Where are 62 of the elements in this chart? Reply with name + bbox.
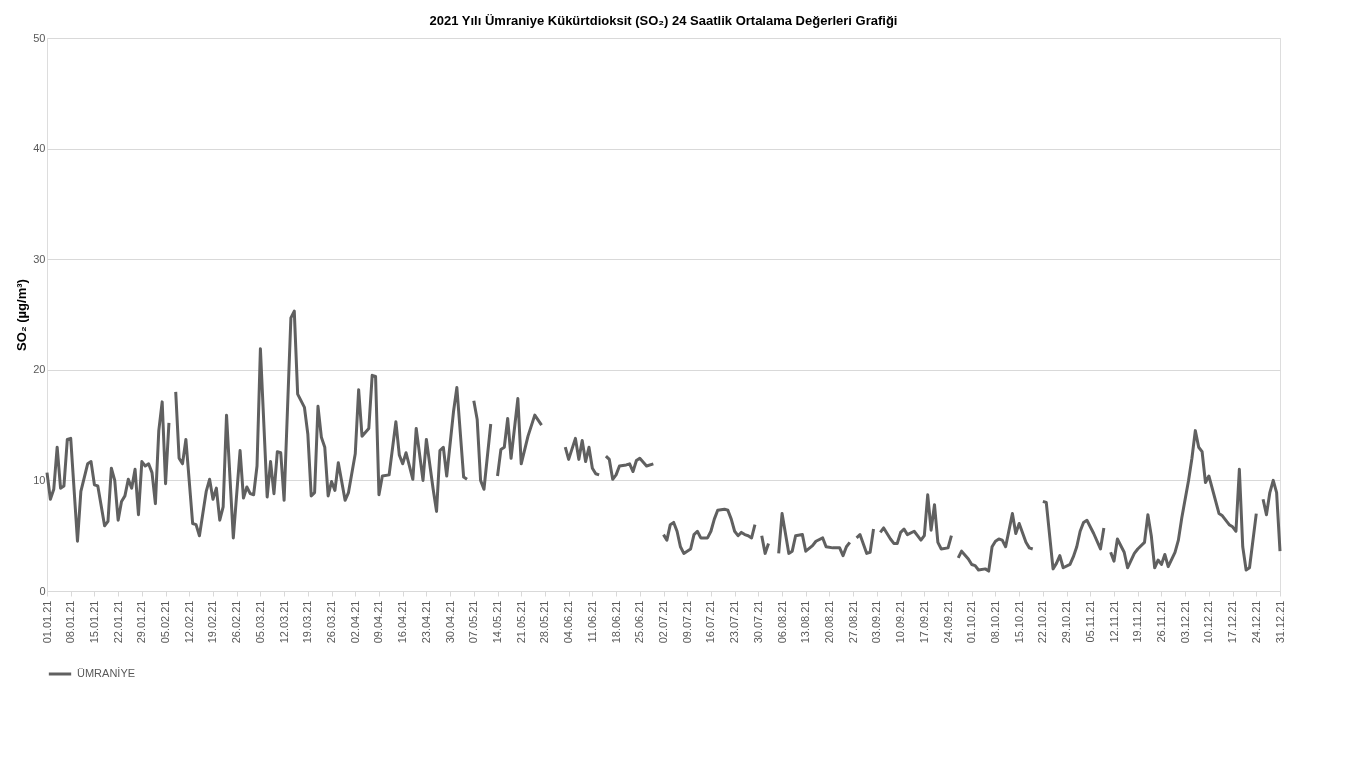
y-tick-label: 10 (33, 473, 46, 486)
x-tick-label: 12.03.21 (277, 600, 290, 644)
x-tick-label: 15.10.21 (1012, 600, 1025, 644)
x-tick-label: 14.05.21 (491, 600, 504, 644)
x-tick-label: 09.04.21 (372, 600, 385, 644)
x-tick-label: 05.11.21 (1083, 600, 1096, 643)
x-tick-label: 03.09.21 (870, 600, 883, 644)
x-tick-label: 16.07.21 (704, 600, 717, 644)
x-tick-label: 19.03.21 (301, 600, 314, 644)
y-tick-label: 0 (39, 584, 46, 597)
x-tick-label: 19.11.21 (1131, 600, 1144, 643)
x-tick-label: 12.02.21 (182, 600, 195, 644)
x-tick-label: 11.06.21 (585, 600, 598, 643)
x-tick-label: 19.02.21 (206, 600, 219, 644)
x-tick-label: 28.05.21 (538, 600, 551, 644)
x-tick-label: 13.08.21 (799, 600, 812, 644)
legend-label: ÜMRANİYE (77, 667, 136, 679)
x-tick-label: 10.09.21 (894, 600, 907, 644)
y-tick-label: 40 (33, 142, 46, 155)
x-tick-label: 23.07.21 (728, 600, 741, 644)
x-tick-label: 22.10.21 (1036, 600, 1049, 644)
x-tick-label: 30.04.21 (443, 600, 456, 644)
x-tick-label: 24.12.21 (1249, 600, 1262, 644)
x-tick-label: 29.01.21 (135, 600, 148, 644)
x-tick-label: 05.02.21 (159, 600, 172, 644)
x-tick-label: 23.04.21 (419, 600, 432, 644)
y-tick-label: 20 (33, 363, 46, 376)
x-tick-label: 06.08.21 (775, 600, 788, 644)
y-tick-label: 30 (33, 252, 46, 265)
x-tick-label: 04.06.21 (562, 600, 575, 644)
x-tick-label: 22.01.21 (111, 600, 124, 644)
x-tick-label: 31.12.21 (1273, 600, 1286, 644)
x-tick-label: 02.04.21 (348, 600, 361, 644)
x-tick-label: 25.06.21 (633, 600, 646, 644)
x-tick-label: 20.08.21 (822, 600, 835, 644)
x-tick-label: 03.12.21 (1178, 600, 1191, 644)
x-tick-label: 16.04.21 (396, 600, 409, 644)
x-tick-label: 24.09.21 (941, 600, 954, 644)
x-tick-label: 30.07.21 (751, 600, 764, 644)
x-tick-label: 05.03.21 (253, 600, 266, 644)
x-tick-label: 17.09.21 (917, 600, 930, 644)
x-tick-label: 08.01.21 (64, 600, 77, 644)
x-tick-label: 15.01.21 (87, 600, 100, 644)
y-tick-label: 50 (33, 31, 46, 44)
x-tick-label: 17.12.21 (1226, 600, 1239, 644)
x-tick-label: 26.03.21 (325, 600, 338, 644)
x-tick-label: 18.06.21 (609, 600, 622, 644)
x-tick-label: 01.01.21 (40, 600, 53, 644)
x-tick-label: 09.07.21 (680, 600, 693, 644)
x-tick-label: 29.10.21 (1060, 600, 1073, 644)
x-tick-label: 08.10.21 (988, 600, 1001, 644)
x-tick-label: 02.07.21 (657, 600, 669, 644)
x-tick-label: 27.08.21 (846, 600, 859, 644)
x-tick-label: 10.12.21 (1202, 600, 1215, 644)
chart-title: 2021 Yılı Ümraniye Kükürtdioksit (SO₂) 24 Saatlik Ortalama Değerleri Grafiği (429, 13, 898, 28)
x-tick-label: 12.11.21 (1107, 600, 1120, 643)
y-axis-title: SO₂ (µg/m³) (14, 279, 30, 351)
x-tick-label: 26.02.21 (230, 600, 243, 644)
x-tick-label: 07.05.21 (467, 600, 480, 644)
x-tick-label: 21.05.21 (514, 600, 527, 644)
x-tick-label: 26.11.21 (1154, 600, 1167, 643)
x-tick-label: 01.10.21 (965, 600, 978, 644)
